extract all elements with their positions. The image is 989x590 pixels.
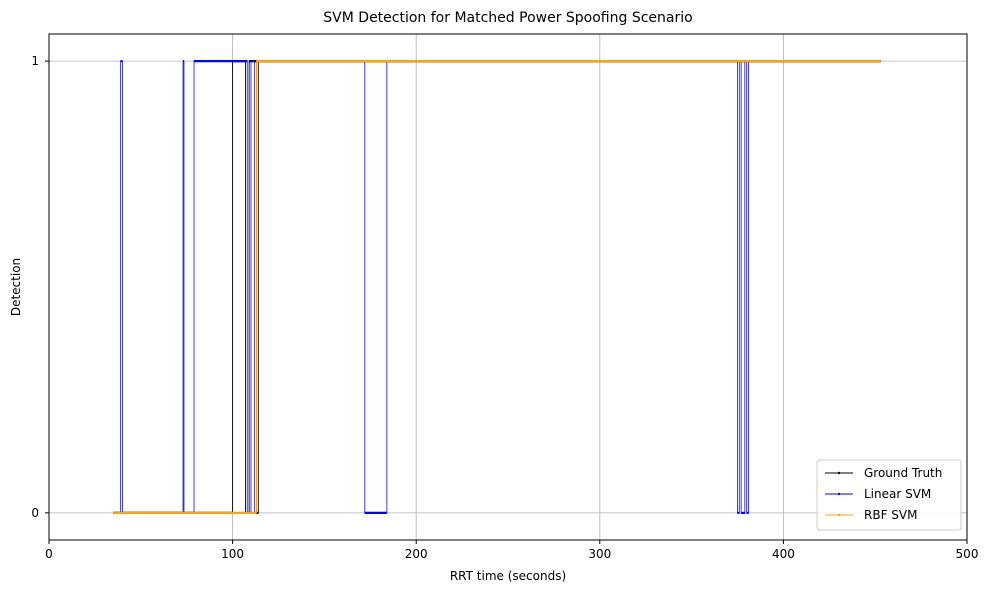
x-tick-label: 400 xyxy=(772,547,795,561)
legend-marker xyxy=(837,513,841,517)
x-axis-label: RRT time (seconds) xyxy=(450,569,566,583)
x-tick-label: 300 xyxy=(588,547,611,561)
legend-label: RBF SVM xyxy=(864,508,917,522)
plot-series xyxy=(113,60,881,514)
legend-box xyxy=(816,459,962,531)
legend: Ground Truth Linear SVM RBF SVM xyxy=(816,459,962,531)
legend-label: Linear SVM xyxy=(864,487,931,501)
plot-frame xyxy=(48,33,968,541)
axis-ticks: 0 100 200 300 400 500 0 1 xyxy=(31,54,978,561)
legend-marker xyxy=(837,492,841,496)
legend-label: Ground Truth xyxy=(864,466,942,480)
legend-marker xyxy=(837,471,841,475)
series-line-1 xyxy=(113,60,881,514)
x-tick-label: 100 xyxy=(221,547,244,561)
x-tick-label: 200 xyxy=(405,547,428,561)
chart-title: SVM Detection for Matched Power Spoofing… xyxy=(323,10,692,26)
x-tick-label: 0 xyxy=(45,547,53,561)
x-tick-label: 500 xyxy=(956,547,979,561)
y-axis-label: Detection xyxy=(9,258,23,316)
y-tick-label: 1 xyxy=(31,54,39,68)
y-tick-label: 0 xyxy=(31,506,39,520)
